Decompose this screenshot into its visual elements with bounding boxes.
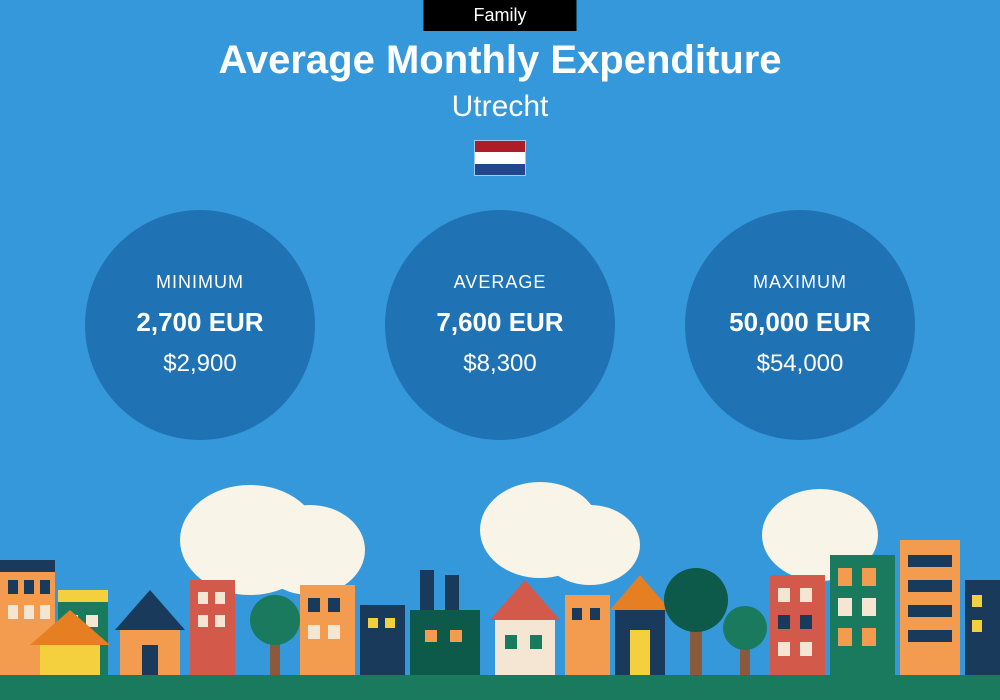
flag-stripe-bot	[475, 164, 525, 175]
stat-circle-maximum: MAXIMUM 50,000 EUR $54,000	[685, 210, 915, 440]
stat-primary: 2,700 EUR	[136, 307, 263, 338]
stat-label: MAXIMUM	[753, 272, 847, 293]
stat-secondary: $54,000	[757, 350, 844, 378]
badge-text: Family	[474, 5, 527, 25]
stat-label: AVERAGE	[454, 272, 547, 293]
page-title: Average Monthly Expenditure	[0, 38, 1000, 83]
category-badge: Family	[424, 0, 577, 31]
stats-row: MINIMUM 2,700 EUR $2,900 AVERAGE 7,600 E…	[0, 210, 1000, 440]
stat-circle-minimum: MINIMUM 2,700 EUR $2,900	[85, 210, 315, 440]
stat-primary: 50,000 EUR	[729, 307, 871, 338]
flag-stripe-mid	[475, 152, 525, 163]
buildings-center	[300, 570, 670, 675]
stat-secondary: $2,900	[163, 350, 236, 378]
flag-stripe-top	[475, 141, 525, 152]
stat-label: MINIMUM	[156, 272, 244, 293]
stat-secondary: $8,300	[463, 350, 536, 378]
cityscape-illustration	[0, 480, 1000, 700]
country-flag	[474, 140, 526, 176]
city-subtitle: Utrecht	[0, 90, 1000, 124]
stat-circle-average: AVERAGE 7,600 EUR $8,300	[385, 210, 615, 440]
ground	[0, 675, 1000, 700]
stat-primary: 7,600 EUR	[436, 307, 563, 338]
